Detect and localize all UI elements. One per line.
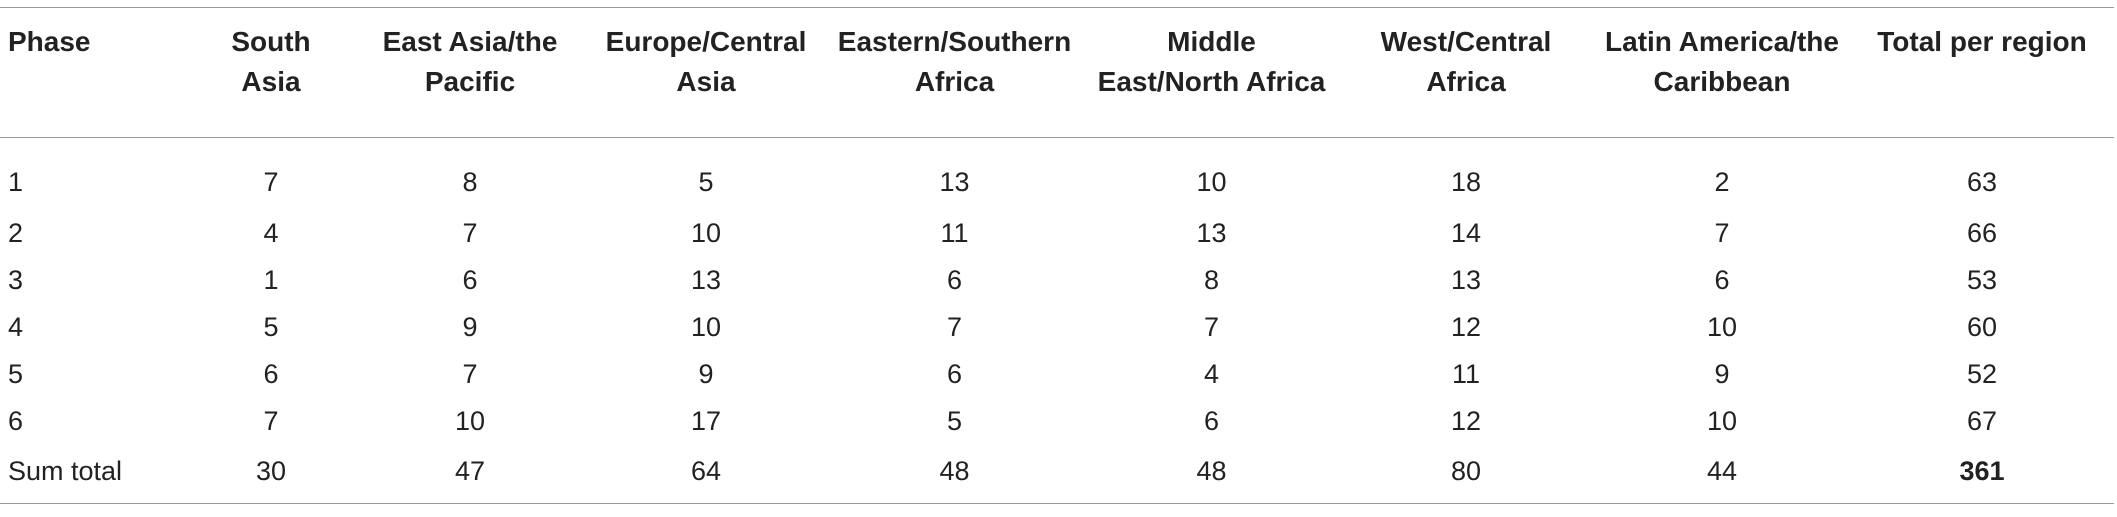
table-cell: 5 bbox=[8, 359, 24, 389]
table-row: 3 1 6 13 6 8 13 6 53 bbox=[0, 257, 2114, 304]
table-cell: 13 bbox=[1196, 218, 1227, 248]
table-cell: 10 bbox=[1706, 312, 1738, 342]
table-cell: 53 bbox=[1966, 265, 1998, 295]
table-cell: 63 bbox=[1966, 166, 1998, 197]
column-header: Eastern/Southern Africa bbox=[824, 7, 1085, 138]
table-cell: 6 bbox=[946, 359, 963, 389]
table-cell: 10 bbox=[690, 218, 722, 248]
table-cell: 48 bbox=[1085, 445, 1338, 504]
column-header: Phase bbox=[0, 7, 190, 138]
table-cell: 67 bbox=[1966, 406, 1998, 436]
table-cell: 6 bbox=[263, 359, 279, 389]
table-body: 1 7 8 5 13 10 18 2 63 2 4 7 10 11 13 14 7 66 3 1 6 13 6 8 13 6 53 4… bbox=[0, 138, 2114, 504]
table-cell: 1 bbox=[263, 265, 279, 295]
table-cell: 13 bbox=[690, 265, 722, 295]
table-row: Sum total 30 47 64 48 48 80 44 361 bbox=[0, 445, 2114, 504]
table-cell: 30 bbox=[190, 445, 352, 504]
data-table: Phase South Asia East Asia/the Pacific Euro… bbox=[0, 7, 2114, 504]
column-header: South Asia bbox=[190, 7, 352, 138]
table-cell: 44 bbox=[1594, 445, 1850, 504]
table-cell: 6 bbox=[1203, 406, 1220, 436]
table-cell: 52 bbox=[1966, 359, 1998, 389]
table-cell: 361 bbox=[1850, 445, 2114, 504]
table-cell: 10 bbox=[690, 312, 722, 342]
table-cell: 10 bbox=[1706, 406, 1738, 436]
table-cell: 7 bbox=[462, 359, 478, 389]
table-cell: 80 bbox=[1338, 445, 1594, 504]
table-cell: 12 bbox=[1450, 312, 1482, 342]
table-cell: Sum total bbox=[0, 445, 190, 504]
table-cell: 6 bbox=[462, 265, 478, 295]
table-cell: 14 bbox=[1450, 218, 1482, 248]
column-header: East Asia/the Pacific bbox=[352, 7, 588, 138]
table-row: 4 5 9 10 7 7 12 10 60 bbox=[0, 304, 2114, 351]
header-row: Phase South Asia East Asia/the Pacific Euro… bbox=[0, 7, 2114, 138]
table-cell: 7 bbox=[462, 218, 478, 248]
table-cell: 7 bbox=[1714, 218, 1730, 248]
table-cell: 7 bbox=[1203, 312, 1220, 342]
table-cell: 8 bbox=[462, 166, 478, 197]
table-cell: 5 bbox=[263, 312, 279, 342]
table-row: 2 4 7 10 11 13 14 7 66 bbox=[0, 210, 2114, 257]
table-cell: 8 bbox=[1203, 265, 1220, 295]
table-cell: 13 bbox=[939, 166, 970, 197]
table-cell: 7 bbox=[263, 406, 279, 436]
column-header: Europe/Central Asia bbox=[588, 7, 824, 138]
table-cell: 2 bbox=[1714, 166, 1730, 197]
table-cell: 11 bbox=[1451, 359, 1481, 389]
table-cell: 64 bbox=[588, 445, 824, 504]
table-row: 6 7 10 17 5 6 12 10 67 bbox=[0, 398, 2114, 445]
column-header: Total per region bbox=[1850, 7, 2114, 138]
column-header: Latin America/the Caribbean bbox=[1594, 7, 1850, 138]
table-cell: 2 bbox=[8, 218, 24, 248]
table-cell: 10 bbox=[1196, 166, 1227, 197]
column-header: West/Central Africa bbox=[1338, 7, 1594, 138]
table-cell: 48 bbox=[824, 445, 1085, 504]
table-cell: 60 bbox=[1966, 312, 1998, 342]
table-cell: 18 bbox=[1450, 166, 1482, 197]
column-header: Middle East/North Africa bbox=[1085, 7, 1338, 138]
table-cell: 9 bbox=[462, 312, 478, 342]
table-cell: 9 bbox=[1714, 359, 1730, 389]
table-cell: 4 bbox=[263, 218, 279, 248]
table-cell: 10 bbox=[454, 406, 486, 436]
table-header: Phase South Asia East Asia/the Pacific Euro… bbox=[0, 7, 2114, 138]
table-row: 1 7 8 5 13 10 18 2 63 bbox=[0, 138, 2114, 211]
table-cell: 66 bbox=[1966, 218, 1998, 248]
table-cell: 9 bbox=[698, 359, 714, 389]
table-cell: 5 bbox=[946, 406, 963, 436]
table-cell: 7 bbox=[263, 166, 279, 197]
table-cell: 3 bbox=[8, 265, 24, 295]
table-cell: 12 bbox=[1450, 406, 1482, 436]
table-cell: 17 bbox=[690, 406, 722, 436]
table-cell: 11 bbox=[940, 218, 969, 248]
table-cell: 7 bbox=[946, 312, 963, 342]
table-cell: 6 bbox=[8, 406, 24, 436]
table-cell: 13 bbox=[1450, 265, 1482, 295]
table-cell: 6 bbox=[946, 265, 963, 295]
table-cell: 47 bbox=[352, 445, 588, 504]
table-cell: 4 bbox=[1203, 359, 1220, 389]
table-cell: 5 bbox=[698, 166, 714, 197]
table-row: 5 6 7 9 6 4 11 9 52 bbox=[0, 351, 2114, 398]
table-cell: 4 bbox=[8, 312, 24, 342]
table-cell: 1 bbox=[8, 166, 24, 197]
table-cell: 6 bbox=[1714, 265, 1730, 295]
